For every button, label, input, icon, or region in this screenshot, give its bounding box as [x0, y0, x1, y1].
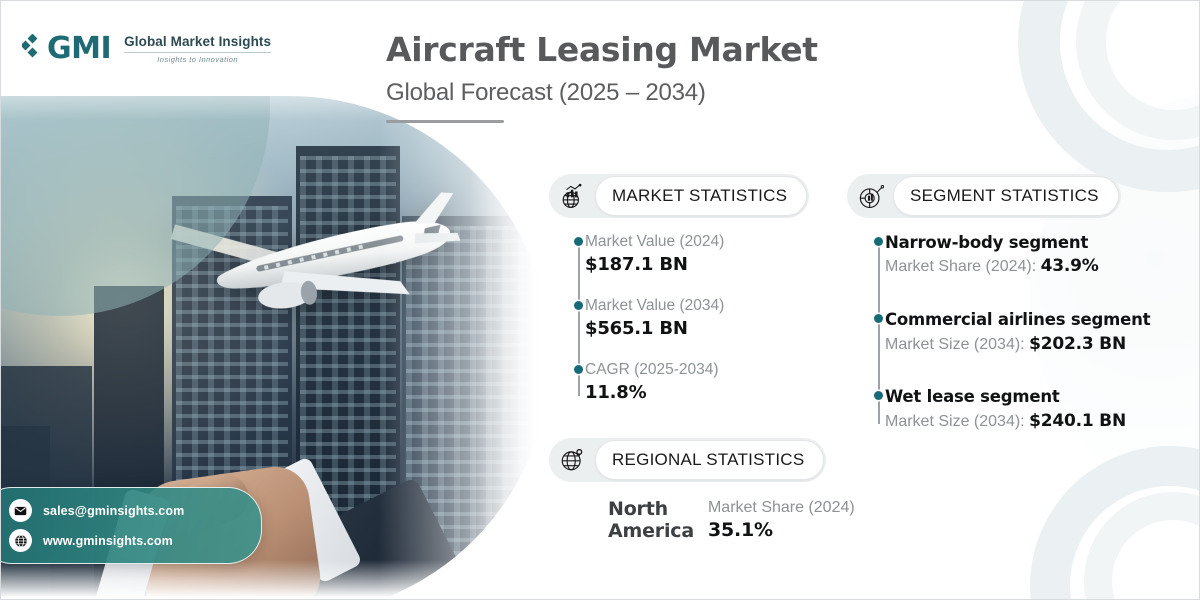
list-item: Commercial airlines segment Market Size …	[873, 309, 1177, 356]
stat-label: Market Value (2024)	[585, 233, 725, 250]
globe-pin-icon	[549, 447, 595, 473]
logo-company-name: Global Market Insights	[124, 34, 272, 49]
decorative-arc-bottom-right-inner	[1084, 492, 1200, 600]
segment-metric-label: Market Size (2034):	[885, 335, 1025, 353]
segment-name: Wet lease segment	[885, 387, 1060, 407]
timeline-dot	[573, 301, 583, 311]
region-metric-value: 35.1%	[707, 519, 773, 542]
title-block: Aircraft Leasing Market Global Forecast …	[386, 30, 818, 123]
list-item: Wet lease segment Market Size (2034): $2…	[873, 386, 1177, 433]
segment-metric-label: Market Size (2034):	[885, 412, 1025, 430]
timeline-dot	[873, 237, 883, 246]
contact-email: sales@gminsights.com	[43, 503, 185, 518]
regional-statistics-title: REGIONAL STATISTICS	[612, 450, 805, 469]
logo-divider	[124, 52, 272, 53]
regional-statistics-header: REGIONAL STATISTICS	[549, 438, 827, 482]
market-statistics-header: MARKET STATISTICS	[549, 174, 810, 218]
region-name-block: North America	[608, 498, 694, 543]
segment-statistics-list: Narrow-body segment Market Share (2024):…	[847, 232, 1177, 433]
regional-statistics-title-pill: REGIONAL STATISTICS	[595, 440, 825, 480]
stat-value: $565.1 BN	[585, 318, 688, 340]
segment-name: Commercial airlines segment	[885, 310, 1151, 330]
segment-name: Narrow-body segment	[885, 233, 1089, 252]
timeline-dot	[873, 391, 883, 401]
region-name-line1: North	[608, 498, 668, 520]
segment-statistics-header: SEGMENT STATISTICS	[847, 174, 1121, 218]
timeline-connector	[878, 241, 880, 424]
segment-statistics-title: SEGMENT STATISTICS	[910, 186, 1099, 205]
title-underline	[386, 119, 504, 123]
logo-tagline: Insights to Innovation	[157, 55, 239, 64]
segment-metric-label: Market Share (2024):	[885, 258, 1037, 276]
donut-bar-chart-icon	[847, 183, 893, 210]
list-item: Market Value (2034) $565.1 BN	[573, 296, 839, 340]
market-statistics-list: Market Value (2024) $187.1 BN Market Val…	[549, 232, 839, 405]
region-name-line2: America	[608, 520, 694, 543]
regional-statistics-body: North America Market Share (2024) 35.1%	[549, 498, 855, 543]
contact-website: www.gminsights.com	[43, 533, 173, 548]
panel-regional-statistics: REGIONAL STATISTICS North America Market…	[549, 438, 855, 543]
panel-market-statistics: MARKET STATISTICS Market Value (2024) $1…	[549, 174, 839, 405]
logo-diamonds-icon	[22, 34, 38, 58]
contact-card: sales@gminsights.com www.gminsights.com	[0, 487, 262, 564]
stat-value: $187.1 BN	[585, 253, 688, 275]
segment-metric-value: $240.1 BN	[1029, 410, 1126, 431]
list-item: Market Value (2024) $187.1 BN	[573, 232, 839, 276]
segment-metric-value: 43.9%	[1040, 256, 1099, 277]
stat-value: 11.8%	[585, 382, 647, 404]
region-metric-label: Market Share (2024)	[707, 499, 855, 516]
segment-metric: Market Size (2034): $202.3 BN	[885, 333, 1177, 356]
segment-statistics-title-pill: SEGMENT STATISTICS	[893, 176, 1119, 216]
timeline-dot	[573, 365, 583, 375]
globe-icon	[9, 529, 32, 552]
logo-acronym: GMI	[47, 31, 112, 66]
contact-email-row[interactable]: sales@gminsights.com	[9, 499, 249, 522]
list-item: Narrow-body segment Market Share (2024):…	[873, 232, 1177, 278]
segment-metric-value: $202.3 BN	[1029, 333, 1126, 354]
envelope-icon	[9, 499, 32, 522]
gmi-logo[interactable]: GMI Global Market Insights Insights to I…	[22, 31, 272, 66]
list-item: CAGR (2025-2034) 11.8%	[573, 360, 839, 404]
page-subtitle: Global Forecast (2025 – 2034)	[386, 78, 706, 106]
page-title: Aircraft Leasing Market	[386, 30, 818, 69]
timeline-connector	[578, 241, 580, 396]
segment-metric: Market Size (2034): $240.1 BN	[885, 410, 1177, 433]
globe-growth-chart-icon	[549, 183, 595, 210]
contact-website-row[interactable]: www.gminsights.com	[9, 529, 249, 552]
timeline-dot	[873, 314, 883, 324]
region-metric-block: Market Share (2024) 35.1%	[708, 498, 855, 543]
market-statistics-title: MARKET STATISTICS	[612, 186, 788, 205]
segment-metric: Market Share (2024): 43.9%	[885, 255, 1177, 278]
stat-label: CAGR (2025-2034)	[585, 361, 719, 379]
stat-label: Market Value (2034)	[585, 297, 725, 315]
panel-segment-statistics: SEGMENT STATISTICS Narrow-body segment M…	[847, 174, 1177, 433]
timeline-dot	[573, 237, 583, 246]
market-statistics-title-pill: MARKET STATISTICS	[595, 176, 808, 216]
